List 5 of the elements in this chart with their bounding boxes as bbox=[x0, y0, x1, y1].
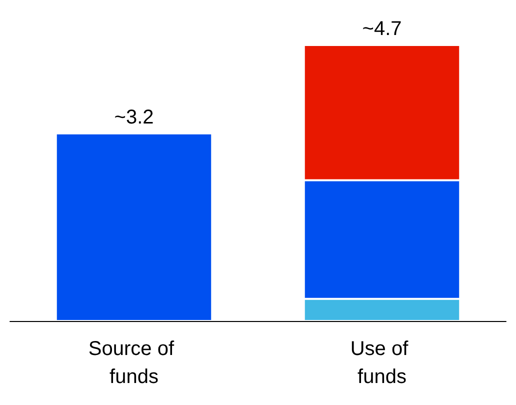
annotation: ~3.2 bbox=[114, 106, 154, 128]
annotation: ~4.7 bbox=[362, 18, 402, 40]
x-tick-label: Use of funds bbox=[350, 338, 414, 388]
bar bbox=[56, 133, 212, 321]
x-tick-label: Source of funds bbox=[88, 338, 180, 388]
